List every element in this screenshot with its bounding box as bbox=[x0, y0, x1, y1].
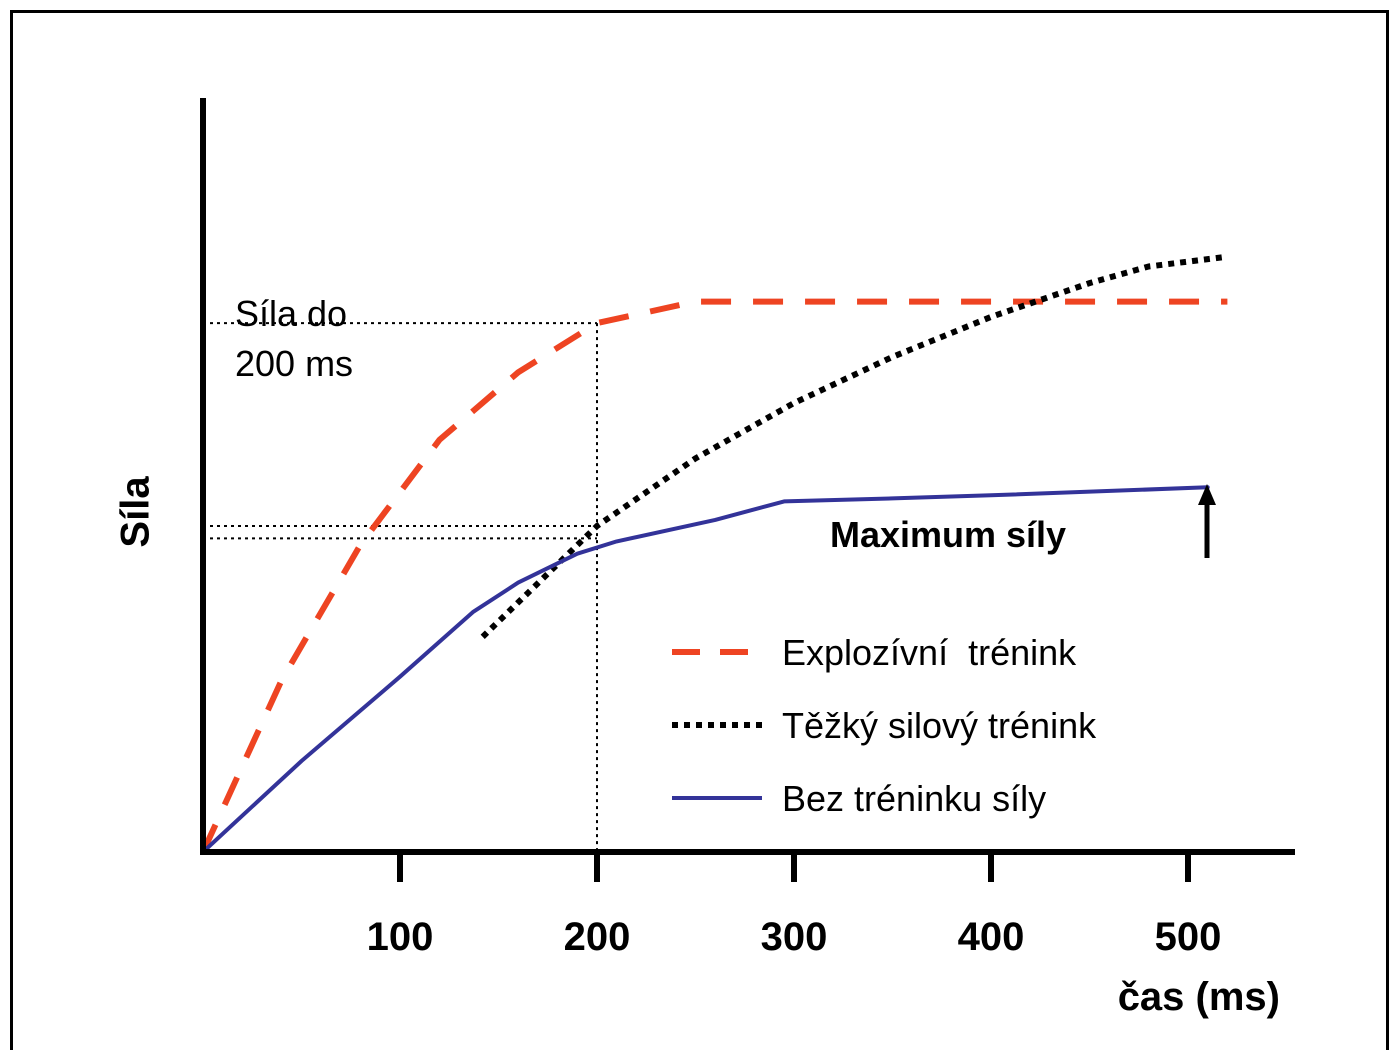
x-tick-label-200: 200 bbox=[564, 915, 631, 959]
legend-label-bez-treninku-sily: Bez tréninku síly bbox=[782, 778, 1046, 819]
up-arrow-icon bbox=[1198, 484, 1216, 558]
legend: Explozívní trénink Těžký silový trénink Be… bbox=[672, 632, 1097, 819]
annotation-line-2: 200 ms bbox=[235, 343, 353, 384]
x-tick-label-100: 100 bbox=[367, 915, 434, 959]
maximum-label: Maximum síly bbox=[830, 514, 1066, 555]
y-axis-label: Síla bbox=[114, 476, 158, 548]
series-line-explozivni-trenink bbox=[200, 298, 1228, 854]
series-line-bez-treninku-sily bbox=[201, 485, 1210, 854]
x-tick-label-300: 300 bbox=[761, 915, 828, 959]
legend-label-tezky-silovy-trenink: Těžký silový trénink bbox=[782, 705, 1097, 746]
reference-lines bbox=[203, 322, 598, 852]
series-layer bbox=[200, 253, 1228, 854]
chart-frame bbox=[10, 10, 1389, 1050]
x-tick-label-500: 500 bbox=[1155, 915, 1222, 959]
annotation-maximum-sily: Maximum síly bbox=[830, 484, 1216, 558]
x-axis-label: čas (ms) bbox=[1118, 975, 1280, 1019]
annotation-line-1: Síla do bbox=[235, 293, 347, 334]
annotation-sila-do-200ms: Síla do 200 ms bbox=[235, 293, 353, 384]
legend-label-explozivni-trenink: Explozívní trénink bbox=[782, 632, 1077, 673]
x-tick-label-400: 400 bbox=[958, 915, 1025, 959]
series-line-tezky-silovy-trenink bbox=[480, 253, 1228, 639]
x-ticks: 100 200 300 400 500 bbox=[367, 852, 1222, 959]
axes bbox=[200, 98, 1295, 855]
